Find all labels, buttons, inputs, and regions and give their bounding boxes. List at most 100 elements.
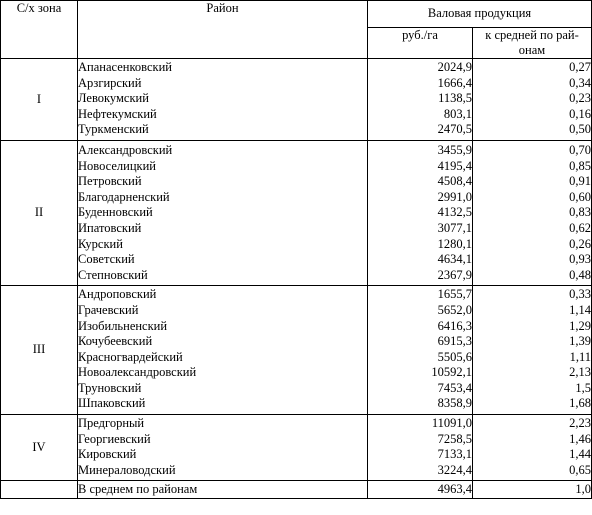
rub-per-ha-value-column: 3455,9 4195,4 4508,4 2991,0 4132,5 3077,1 1280… bbox=[367, 139, 473, 287]
ratio-value: 0,33 bbox=[569, 287, 592, 302]
ratio-value: 1,29 bbox=[569, 318, 592, 333]
rub-per-ha-value: 1666,4 bbox=[437, 75, 472, 90]
district-name: Арзгирский bbox=[78, 75, 142, 90]
rub-per-ha-value: 2470,5 bbox=[437, 122, 472, 137]
ratio-value-column: 0,70 0,85 0,91 0,60 0,83 0,62 0,26 0,93 0,48 bbox=[471, 139, 592, 287]
district-name: Грачевский bbox=[78, 302, 139, 317]
district-name-column: Апанасенковский Арзгирский Левокумский Нефт… bbox=[77, 58, 368, 141]
district-name: Благодарненский bbox=[78, 189, 170, 204]
zone-group-4: IV Предгорный Георгиевский Кировский Минерал… bbox=[0, 414, 592, 482]
rub-per-ha-value: 8358,9 bbox=[437, 396, 472, 411]
rub-per-ha-value: 5652,0 bbox=[437, 302, 472, 317]
ratio-header: к средней по рай- онам bbox=[471, 27, 592, 59]
zone-header: С/х зона bbox=[0, 0, 78, 59]
district-name-column: Андроповский Грачевский Изобильненский Кочу… bbox=[77, 285, 368, 416]
zone-cell: III bbox=[0, 285, 78, 416]
rub-per-ha-value: 5505,6 bbox=[437, 349, 472, 364]
rub-per-ha-value: 7258,5 bbox=[437, 431, 472, 446]
district-name-column: Предгорный Георгиевский Кировский Минералов… bbox=[77, 414, 368, 482]
district-name: Минераловодский bbox=[78, 462, 176, 477]
district-name: Труновский bbox=[78, 380, 142, 395]
ratio-value: 0,27 bbox=[569, 60, 592, 74]
ratio-value: 1,14 bbox=[569, 302, 592, 317]
zone-group-3: III Андроповский Грачевский Изобильненский К… bbox=[0, 285, 592, 416]
ratio-value: 0,48 bbox=[569, 267, 592, 282]
rub-per-ha-value: 11091,0 bbox=[431, 416, 472, 431]
district-name: Новоалександровский bbox=[78, 365, 197, 380]
district-header: Район bbox=[77, 0, 368, 59]
rub-per-ha-value-column: 1655,7 5652,0 6416,3 6915,3 5505,6 10592,1 745… bbox=[367, 285, 473, 416]
rub-per-ha-value: 6416,3 bbox=[437, 318, 472, 333]
district-name: Шпаковский bbox=[78, 396, 146, 411]
zone-cell: I bbox=[0, 58, 78, 141]
district-name: Изобильненский bbox=[78, 318, 168, 333]
rub-per-ha-value: 4195,4 bbox=[437, 158, 472, 173]
district-name: Георгиевский bbox=[78, 431, 151, 446]
zone-group-1: I Апанасенковский Арзгирский Левокумский Неф… bbox=[0, 58, 592, 141]
rub-per-ha-value-column: 11091,0 7258,5 7133,1 3224,4 bbox=[367, 414, 473, 482]
rub-per-ha-value: 1138,5 bbox=[438, 91, 472, 106]
district-name-column: Александровский Новоселицкий Петровский Бла… bbox=[77, 139, 368, 287]
ratio-value: 2,23 bbox=[569, 416, 592, 431]
ratio-value-column: 0,27 0,34 0,23 0,16 0,50 bbox=[471, 58, 592, 141]
ratio-value: 0,91 bbox=[569, 174, 592, 189]
district-name: Новоселицкий bbox=[78, 158, 156, 173]
rub-per-ha-value: 6915,3 bbox=[437, 334, 472, 349]
district-name: Александровский bbox=[78, 142, 173, 157]
district-name: Степновский bbox=[78, 267, 148, 282]
rub-per-ha-value: 3224,4 bbox=[437, 462, 472, 477]
ratio-value: 0,34 bbox=[569, 75, 592, 90]
district-name: Кочубеевский bbox=[78, 334, 153, 349]
rub-per-ha-value: 803,1 bbox=[443, 106, 472, 121]
district-name: Буденновский bbox=[78, 205, 153, 220]
zone-cell: II bbox=[0, 139, 78, 287]
rub-per-ha-value: 2991,0 bbox=[437, 189, 472, 204]
district-name: Туркменский bbox=[78, 122, 149, 137]
rub-per-ha-value: 7133,1 bbox=[437, 447, 472, 462]
rub-per-ha-value: 3077,1 bbox=[437, 220, 472, 235]
ratio-value-column: 0,33 1,14 1,29 1,39 1,11 2,13 1,5 1,68 bbox=[471, 285, 592, 416]
district-name: Левокумский bbox=[78, 91, 149, 106]
district-name: Красногвардейский bbox=[78, 349, 183, 364]
rub-per-ha-value-column: 2024,9 1666,4 1138,5 803,1 2470,5 bbox=[367, 58, 473, 141]
ratio-value: 0,85 bbox=[569, 158, 592, 173]
ratio-value: 0,70 bbox=[569, 142, 592, 157]
ratio-value: 0,83 bbox=[569, 205, 592, 220]
average-ratio-value: 1,0 bbox=[471, 480, 592, 500]
ratio-value: 1,39 bbox=[569, 334, 592, 349]
ratio-value: 0,62 bbox=[569, 220, 592, 235]
ratio-value-column: 2,23 1,46 1,44 0,65 bbox=[471, 414, 592, 482]
rub-per-ha-value: 2367,9 bbox=[437, 267, 472, 282]
zone-group-2: II Александровский Новоселицкий Петровский Б… bbox=[0, 139, 592, 287]
production-table: С/х зона Район Валовая продукция руб./га… bbox=[0, 0, 592, 500]
ratio-header-line1: к средней по рай- bbox=[485, 28, 579, 42]
district-name: Кировский bbox=[78, 447, 137, 462]
ratio-value: 0,23 bbox=[569, 91, 592, 106]
rub-per-ha-value: 7453,4 bbox=[437, 380, 472, 395]
district-name: Нефтекумский bbox=[78, 106, 157, 121]
rub-per-ha-value: 10592,1 bbox=[431, 365, 472, 380]
gross-production-header: Валовая продукция bbox=[366, 0, 592, 28]
average-label: В среднем по районам bbox=[77, 480, 368, 500]
ratio-value: 1,44 bbox=[569, 447, 592, 462]
ratio-value: 0,93 bbox=[569, 252, 592, 267]
district-name: Ипатовский bbox=[78, 220, 142, 235]
ratio-value: 1,11 bbox=[569, 349, 592, 364]
rub-per-ha-value: 3455,9 bbox=[437, 142, 472, 157]
ratio-value: 2,13 bbox=[569, 365, 592, 380]
ratio-value: 1,68 bbox=[569, 396, 592, 411]
ratio-value: 1,46 bbox=[569, 431, 592, 446]
district-name: Советский bbox=[78, 252, 135, 267]
district-name: Предгорный bbox=[78, 416, 145, 431]
ratio-value: 0,65 bbox=[569, 462, 592, 477]
zone-cell: IV bbox=[0, 414, 78, 482]
district-name: Апанасенковский bbox=[78, 60, 172, 74]
ratio-value: 0,60 bbox=[569, 189, 592, 204]
district-name: Андроповский bbox=[78, 287, 157, 302]
ratio-value: 0,16 bbox=[569, 106, 592, 121]
rub-per-ha-value: 1655,7 bbox=[437, 287, 472, 302]
rub-per-ha-value: 4132,5 bbox=[437, 205, 472, 220]
rub-per-ha-value: 4634,1 bbox=[437, 252, 472, 267]
district-name: Курский bbox=[78, 236, 123, 251]
header-row: С/х зона Район Валовая продукция bbox=[0, 0, 592, 59]
